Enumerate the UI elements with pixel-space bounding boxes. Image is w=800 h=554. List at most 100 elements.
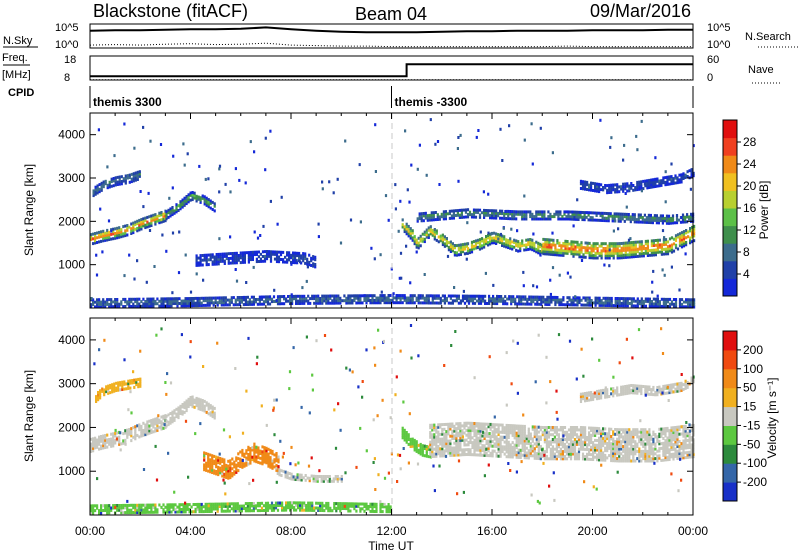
- power-cell-2386: [437, 294, 440, 298]
- power-cell-1279: [448, 209, 451, 213]
- power-cell-279: [120, 182, 123, 186]
- power-cell-1267: [440, 212, 443, 216]
- power-cell-1692: [606, 191, 609, 195]
- velocity-cell-1721: [614, 454, 617, 458]
- power-cell-1732: [630, 182, 633, 185]
- velocity-cell-1274: [529, 451, 532, 455]
- power-speck-127: [207, 177, 210, 181]
- power-cell-1028: [618, 244, 621, 248]
- power-cell-801: [535, 240, 538, 244]
- velocity-cell-1666: [602, 427, 605, 431]
- power-cell-1211: [687, 235, 690, 239]
- velocity-cell-1632: [598, 453, 601, 457]
- velocity-cell-231: [195, 401, 198, 405]
- power-cell-2300: [385, 301, 388, 305]
- power-cell-2501: [518, 302, 521, 306]
- power-cell-1966: [174, 297, 177, 301]
- power-cell-2403: [451, 301, 454, 305]
- power-cell-1555: [631, 213, 634, 217]
- power-cell-2585: [570, 301, 573, 304]
- velocity-cell-1362: [545, 430, 548, 434]
- velocity-cell-573: [275, 464, 278, 468]
- power-cell-805: [537, 244, 540, 248]
- power-cell-430: [255, 257, 258, 261]
- velocity-cell-1150: [507, 445, 510, 449]
- power-cell-2421: [463, 294, 467, 298]
- power-cell-1114: [646, 242, 649, 246]
- power-cell-8: [94, 236, 97, 240]
- power-cell-1512: [605, 219, 608, 223]
- power-cell-196: [189, 191, 192, 195]
- power-cell-2086: [246, 295, 249, 299]
- power-cell-761: [515, 244, 518, 248]
- velocity-cell-553: [267, 447, 270, 451]
- power-speck-144: [574, 295, 577, 299]
- power-cell-773: [521, 241, 524, 245]
- velocity-cell-91: [130, 427, 133, 431]
- power-cell-2748: [672, 305, 676, 309]
- power-cell-1303: [464, 208, 468, 212]
- velocity-cell-356: [205, 466, 208, 470]
- power-cell-1926: [150, 299, 153, 303]
- power-cell-240: [94, 185, 97, 189]
- power-cell-1689: [602, 186, 605, 189]
- power-cell-1156: [664, 250, 668, 254]
- power-cell-726: [497, 235, 500, 239]
- velocity-cell-1770: [622, 447, 625, 451]
- power-cell-462: [273, 250, 277, 254]
- power-cell-2771: [689, 305, 692, 309]
- power-cell-1882: [122, 297, 125, 301]
- power-cell-1052: [626, 246, 629, 250]
- velocity-cell-705: [421, 444, 424, 448]
- power-cell-873: [562, 253, 565, 257]
- power-cell-1613: [667, 219, 671, 223]
- power-speck-9: [405, 244, 408, 248]
- velocity-cell-22: [98, 440, 101, 444]
- velocity-cell-123: [146, 425, 149, 429]
- velocity-cell-498: [251, 458, 254, 462]
- power-cell-984: [604, 249, 607, 253]
- power-cell-483: [286, 251, 289, 255]
- velocity-cell-427: [227, 476, 230, 480]
- power-speck-108: [182, 142, 185, 146]
- velocity-cell-1691: [608, 437, 611, 441]
- power-cell-1448: [565, 217, 568, 221]
- power-cell-2381: [435, 301, 438, 305]
- power-cell-1520: [609, 212, 612, 216]
- power-cell-2656: [614, 297, 617, 300]
- velocity-cell-232: [195, 399, 198, 403]
- power-cell-1688: [602, 188, 605, 192]
- power-cell-81: [132, 231, 135, 235]
- velocity-cell-542: [265, 456, 268, 460]
- power-cell-885: [566, 249, 569, 253]
- velocity-cell-506: [253, 449, 256, 453]
- power-cell-2176: [307, 294, 310, 298]
- velocity-cell-74: [122, 439, 125, 443]
- velocity-cell-1006: [479, 434, 482, 438]
- power-cell-2730: [660, 304, 663, 308]
- power-cell-2299: [383, 294, 386, 298]
- power-cell-1306: [466, 208, 470, 212]
- power-cell-423: [251, 258, 254, 261]
- power-cell-2231: [341, 299, 344, 303]
- power-cell-1200: [682, 242, 686, 245]
- power-speck-18: [165, 249, 168, 253]
- power-speck-136: [387, 218, 390, 222]
- velocity-cell-1166: [509, 428, 512, 432]
- power-cell-1370: [511, 217, 514, 221]
- power-cell-1873: [116, 305, 119, 309]
- velocity-cell-1121: [501, 430, 504, 434]
- power-cell-1743: [638, 183, 641, 186]
- power-cell-2407: [453, 294, 456, 298]
- velocity-cell-1439: [561, 450, 564, 454]
- velocity-cell-411: [221, 464, 224, 468]
- power-cell-1755: [646, 184, 649, 187]
- power-cell-1625: [675, 218, 679, 222]
- velocity-cell-1339: [541, 430, 544, 434]
- velocity-cell-927: [465, 428, 468, 432]
- velocity-cell-1775: [622, 430, 625, 434]
- power-cell-2109: [262, 300, 266, 304]
- power-speck-76: [522, 284, 525, 288]
- power-cell-2091: [250, 300, 253, 304]
